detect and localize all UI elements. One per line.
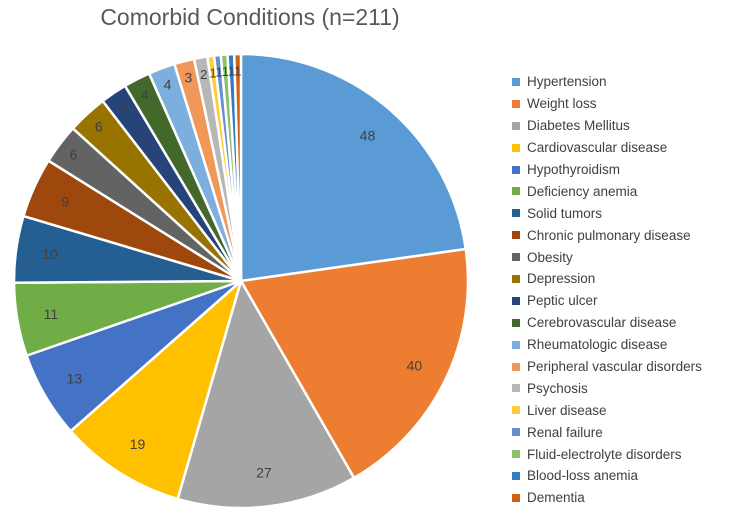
legend-swatch bbox=[512, 209, 520, 218]
legend-swatch bbox=[512, 450, 520, 459]
legend-label: Rheumatologic disease bbox=[527, 337, 668, 353]
legend-label: Deficiency anemia bbox=[527, 183, 638, 199]
legend-swatch bbox=[512, 428, 520, 437]
legend-swatch bbox=[512, 143, 520, 152]
legend-item-psychosis: Psychosis bbox=[512, 377, 702, 399]
data-label-deficiency-anemia: 11 bbox=[44, 306, 59, 322]
legend-label: Dementia bbox=[527, 490, 585, 506]
data-label-peripheral-vascular-disorders: 3 bbox=[185, 70, 193, 86]
data-label-renal-failure: 1 bbox=[216, 65, 223, 80]
legend-label: Depression bbox=[527, 271, 596, 287]
legend-item-deficiency-anemia: Deficiency anemia bbox=[512, 180, 702, 202]
data-label-obesity: 6 bbox=[70, 146, 78, 162]
legend-label: Psychosis bbox=[527, 380, 588, 396]
legend-swatch bbox=[512, 165, 520, 174]
legend-label: Fluid-electrolyte disorders bbox=[527, 446, 682, 462]
legend-item-obesity: Obesity bbox=[512, 246, 702, 268]
legend-swatch bbox=[512, 121, 520, 130]
legend-label: Diabetes Mellitus bbox=[527, 118, 630, 134]
data-label-dementia: 1 bbox=[234, 64, 241, 79]
legend-item-peptic-ulcer: Peptic ulcer bbox=[512, 290, 702, 312]
data-label-hypertension: 48 bbox=[360, 127, 376, 143]
legend-swatch bbox=[512, 362, 520, 371]
legend-label: Chronic pulmonary disease bbox=[527, 227, 691, 243]
legend-swatch bbox=[512, 296, 520, 305]
legend-item-peripheral-vascular-disorders: Peripheral vascular disorders bbox=[512, 356, 702, 378]
legend-item-diabetes-mellitus: Diabetes Mellitus bbox=[512, 115, 702, 137]
legend-item-dementia: Dementia bbox=[512, 487, 702, 509]
legend-label: Cardiovascular disease bbox=[527, 140, 668, 156]
pie-slice-diabetes-mellitus bbox=[176, 279, 356, 510]
legend-item-chronic-pulmonary-disease: Chronic pulmonary disease bbox=[512, 224, 702, 246]
legend-label: Obesity bbox=[527, 249, 573, 265]
data-label-liver-disease: 1 bbox=[209, 65, 216, 80]
legend-label: Hypertension bbox=[527, 74, 607, 90]
legend-swatch bbox=[512, 77, 520, 86]
pie-slice-dementia bbox=[232, 52, 243, 283]
legend-label: Peptic ulcer bbox=[527, 293, 598, 309]
legend-swatch bbox=[512, 253, 520, 262]
legend-swatch bbox=[512, 493, 520, 502]
data-label-diabetes-mellitus: 27 bbox=[256, 465, 272, 481]
legend-swatch bbox=[512, 318, 520, 327]
legend-swatch bbox=[512, 384, 520, 393]
legend-item-hypertension: Hypertension bbox=[512, 71, 702, 93]
pie-slice-hypertension bbox=[239, 52, 467, 283]
legend-item-blood-loss-anemia: Blood-loss anemia bbox=[512, 465, 702, 487]
legend-label: Hypothyroidism bbox=[527, 162, 621, 177]
legend-swatch bbox=[512, 231, 520, 240]
legend-swatch bbox=[512, 99, 520, 108]
legend-label: Solid tumors bbox=[527, 205, 603, 221]
legend-item-cerebrovascular-disease: Cerebrovascular disease bbox=[512, 312, 702, 334]
legend-swatch bbox=[512, 340, 520, 349]
legend-item-weight-loss: Weight loss bbox=[512, 93, 702, 115]
legend-item-fluid-electrolyte-disorders: Fluid-electrolyte disorders bbox=[512, 443, 702, 465]
data-label-cardiovascular-disease: 19 bbox=[130, 436, 146, 452]
legend-item-cardiovascular-disease: Cardiovascular disease bbox=[512, 137, 702, 159]
data-label-fluid-electrolyte-disorders: 1 bbox=[222, 64, 229, 79]
legend-label: Blood-loss anemia bbox=[527, 468, 639, 484]
legend-label: Cerebrovascular disease bbox=[527, 315, 677, 331]
legend-item-renal-failure: Renal failure bbox=[512, 421, 702, 443]
legend: Hypertension Weight loss Diabetes Mellitus… bbox=[512, 71, 702, 509]
legend-item-hypothyroidism: Hypothyroidism bbox=[512, 159, 702, 181]
legend-item-depression: Depression bbox=[512, 268, 702, 290]
data-label-weight-loss: 40 bbox=[407, 358, 423, 374]
chart-title: Comorbid Conditions (n=211) bbox=[100, 4, 400, 30]
legend-label: Weight loss bbox=[527, 96, 597, 112]
data-label-chronic-pulmonary-disease: 9 bbox=[61, 194, 69, 210]
data-label-rheumatologic-disease: 4 bbox=[164, 76, 172, 92]
legend-item-rheumatologic-disease: Rheumatologic disease bbox=[512, 334, 702, 356]
legend-swatch bbox=[512, 406, 520, 415]
legend-item-solid-tumors: Solid tumors bbox=[512, 202, 702, 224]
data-label-cerebrovascular-disease: 4 bbox=[141, 86, 149, 102]
legend-swatch bbox=[512, 471, 520, 480]
legend-swatch bbox=[512, 187, 520, 196]
data-label-solid-tumors: 10 bbox=[42, 246, 58, 262]
data-label-psychosis: 2 bbox=[200, 67, 207, 82]
pie-slice-cardiovascular-disease bbox=[69, 279, 243, 501]
legend-label: Peripheral vascular disorders bbox=[527, 359, 702, 375]
legend-swatch bbox=[512, 274, 520, 283]
data-label-blood-loss-anemia: 1 bbox=[228, 64, 235, 79]
pie-slice-weight-loss bbox=[239, 247, 470, 480]
legend-label: Renal failure bbox=[527, 424, 603, 440]
data-label-depression: 6 bbox=[95, 119, 103, 135]
legend-label: Liver disease bbox=[527, 402, 607, 418]
data-label-hypothyroidism: 13 bbox=[67, 370, 83, 386]
legend-item-liver-disease: Liver disease bbox=[512, 399, 702, 421]
data-label-peptic-ulcer: 4 bbox=[119, 99, 127, 115]
